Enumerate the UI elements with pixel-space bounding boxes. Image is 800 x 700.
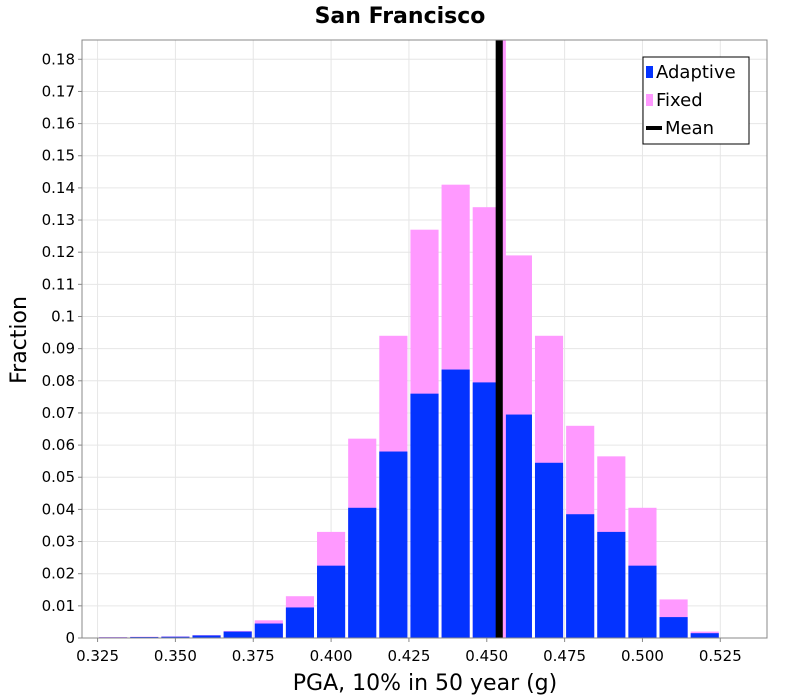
y-tick-label: 0.08 bbox=[42, 372, 75, 390]
adaptive-bar bbox=[441, 369, 470, 638]
adaptive-bar bbox=[503, 414, 532, 638]
adaptive-bar bbox=[285, 607, 315, 638]
legend-swatch-fixed bbox=[646, 94, 653, 106]
x-axis-label: PGA, 10% in 50 year (g) bbox=[293, 671, 557, 696]
y-tick-label: 0.12 bbox=[42, 243, 75, 261]
adaptive-bar bbox=[597, 531, 626, 638]
x-tick-label: 0.425 bbox=[387, 647, 430, 665]
legend-swatch-adaptive bbox=[646, 66, 653, 78]
adaptive-bar bbox=[223, 631, 252, 638]
chart-title: San Francisco bbox=[315, 4, 486, 29]
x-tick-label: 0.350 bbox=[154, 647, 197, 665]
legend-swatch-mean bbox=[646, 126, 662, 130]
legend-label-mean: Mean bbox=[665, 118, 714, 139]
legend-label-fixed: Fixed bbox=[656, 90, 703, 111]
adaptive-bar bbox=[628, 565, 657, 638]
y-tick-label: 0.05 bbox=[42, 468, 75, 486]
y-tick-label: 0.18 bbox=[42, 50, 75, 68]
y-axis-label: Fraction bbox=[7, 296, 32, 384]
legend: Adaptive Fixed Mean bbox=[642, 56, 750, 145]
x-tick-label: 0.325 bbox=[76, 647, 119, 665]
adaptive-bar bbox=[690, 633, 719, 638]
adaptive-bar bbox=[659, 617, 688, 638]
y-tick-label: 0.1 bbox=[51, 307, 75, 325]
adaptive-bar bbox=[317, 565, 346, 638]
adaptive-bar bbox=[410, 393, 439, 638]
adaptive-bar bbox=[161, 636, 190, 638]
adaptive-bar bbox=[566, 514, 595, 638]
y-tick-label: 0.07 bbox=[42, 404, 75, 422]
x-tick-label: 0.400 bbox=[310, 647, 353, 665]
x-axis-ticks: 0.325 0.350 0.375 0.400 0.425 0.450 0.475 0.500… bbox=[76, 638, 742, 665]
y-tick-label: 0.03 bbox=[42, 533, 75, 551]
adaptive-bar bbox=[379, 451, 408, 638]
y-tick-label: 0.14 bbox=[42, 179, 75, 197]
y-tick-label: 0.06 bbox=[42, 436, 75, 454]
y-tick-label: 0.09 bbox=[42, 340, 75, 358]
adaptive-bar bbox=[192, 635, 221, 638]
x-tick-label: 0.500 bbox=[621, 647, 664, 665]
y-tick-label: 0.01 bbox=[42, 597, 75, 615]
plot-frame bbox=[81, 39, 768, 639]
y-tick-label: 0.16 bbox=[42, 115, 75, 133]
y-tick-label: 0 bbox=[65, 629, 75, 647]
y-tick-label: 0.02 bbox=[42, 565, 75, 583]
x-tick-label: 0.525 bbox=[699, 647, 742, 665]
adaptive-bar bbox=[534, 462, 564, 638]
y-tick-label: 0.04 bbox=[42, 500, 75, 518]
y-tick-label: 0.15 bbox=[42, 147, 75, 165]
x-tick-label: 0.475 bbox=[543, 647, 586, 665]
y-tick-label: 0.17 bbox=[42, 82, 75, 100]
y-axis-ticks: 0 0.01 0.02 0.03 0.04 0.05 0.06 0.07 0.08 0.09 0.1… bbox=[42, 50, 82, 647]
adaptive-bar bbox=[254, 623, 283, 638]
y-tick-label: 0.13 bbox=[42, 211, 75, 229]
mean-lines bbox=[495, 40, 506, 638]
x-tick-label: 0.375 bbox=[232, 647, 275, 665]
y-tick-label: 0.11 bbox=[42, 275, 75, 293]
x-tick-label: 0.450 bbox=[465, 647, 508, 665]
legend-label-adaptive: Adaptive bbox=[656, 62, 736, 83]
adaptive-bar bbox=[348, 507, 377, 638]
